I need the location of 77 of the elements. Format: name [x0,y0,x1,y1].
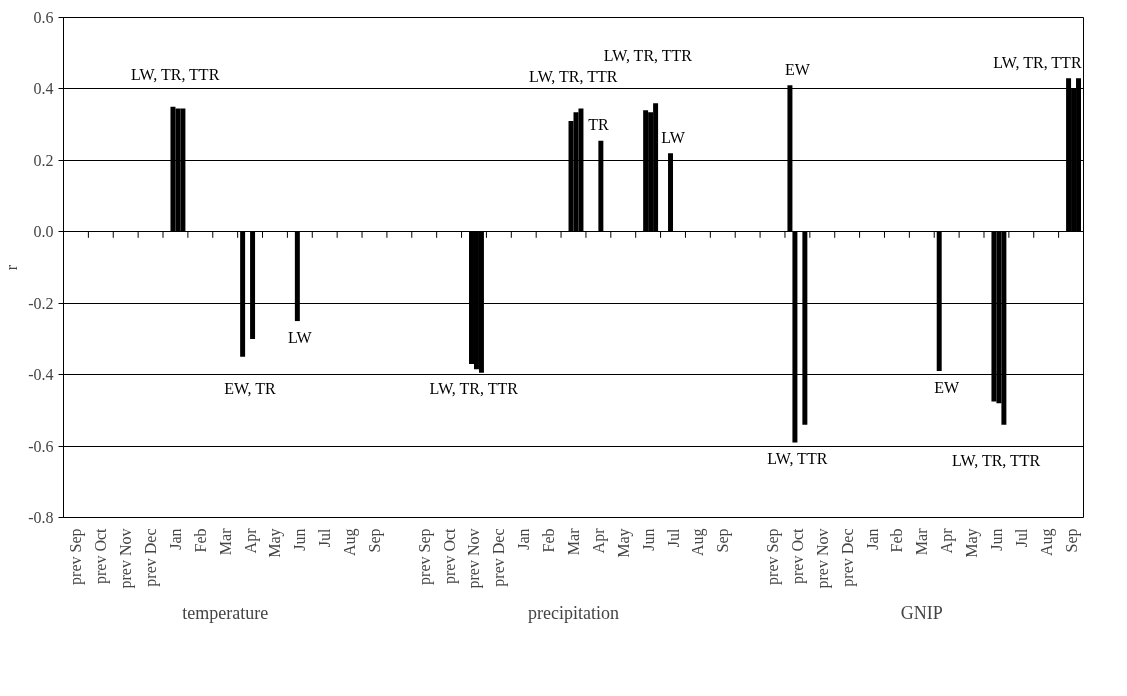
x-tick-label: prev Nov [813,528,832,589]
x-tick-label: May [266,528,285,558]
x-tick-label: prev Sep [764,528,783,585]
x-tick-label: prev Dec [490,528,509,587]
x-tick-label: Apr [241,527,260,554]
bar [578,108,584,232]
annotation: LW, TR, TTR [131,66,220,84]
x-tick-label: Mar [913,527,931,556]
annotation: EW [784,60,811,78]
x-tick-label: prev Oct [788,527,807,585]
x-tick-label: Feb [191,528,209,553]
x-tick-label: Jun [639,528,657,551]
x-tick-label: prev Dec [838,528,857,587]
x-tick-label: Sep [714,528,733,553]
bar [643,110,649,232]
annotation: LW, TTR [767,450,828,467]
x-tick-label: prev Nov [117,528,136,589]
x-tick-label: prev Nov [465,528,484,589]
bar [170,106,176,232]
annotation: TR [588,116,609,134]
text: precipitation [528,602,619,623]
x-tick-label: Jul [1012,527,1030,548]
x-tick-label: Aug [341,528,360,557]
annotation: LW [661,128,686,146]
bar [294,231,300,322]
bar [250,231,256,339]
x-tick-label: Sep [1062,528,1081,553]
x-tick-label: prev Oct [92,527,111,585]
x-tick-label: Mar [565,527,582,556]
x-tick-label: Jun [291,528,309,551]
x-tick-label: May [963,528,982,558]
x-tick-label: Feb [888,528,906,553]
y-tick-label: 0.4 [33,80,54,98]
x-tick-label: Aug [1037,528,1056,557]
text: GNIP [900,602,943,623]
y-tick-label: -0.4 [28,366,54,384]
x-tick-label: Jul [316,527,334,548]
annotation: LW, TR, TTR [529,68,618,86]
y-tick-label: 0.0 [33,223,54,241]
text: temperature [182,602,269,623]
x-tick-label: Jun [987,528,1005,551]
x-tick-label: Jan [515,528,533,550]
bar [991,231,997,402]
annotation: LW [288,328,313,346]
x-tick-label: prev Dec [142,528,161,587]
x-tick-label: Sep [365,528,384,553]
y-tick-label: -0.2 [28,294,54,312]
bar [936,231,942,372]
x-tick-label: prev Sep [415,528,434,585]
x-tick-label: Aug [689,528,708,557]
annotation: EW [934,378,961,396]
x-tick-label: Apr [938,527,957,554]
y-tick-label: -0.8 [28,509,54,526]
x-tick-label: prev Oct [440,527,459,585]
annotation: LW, TR, TTR [603,46,693,64]
bar [478,231,484,373]
annotation: LW, TR, TTR [429,380,519,398]
y-tick-label: 0.2 [33,151,54,169]
bar [240,231,246,357]
x-tick-label: Jan [166,528,184,550]
x-tick-label: May [614,528,633,558]
x-tick-label: Jul [664,527,682,548]
annotation: EW, TR [224,380,277,398]
bar [668,153,674,232]
annotation: LW, TR, TTR [951,452,1041,470]
y-tick-label: -0.6 [28,437,54,455]
x-tick-label: Feb [540,528,558,553]
bar [598,140,604,232]
bar [792,231,798,443]
y-tick-label: 0.6 [33,9,54,26]
y-axis-title: r [3,264,21,271]
x-tick-label: Jan [863,528,881,550]
bar [802,231,808,425]
x-tick-label: Apr [589,527,608,554]
x-tick-label: prev Sep [67,528,86,585]
x-tick-label: Mar [216,527,234,556]
annotation: LW, TR, TTR [993,53,1082,71]
